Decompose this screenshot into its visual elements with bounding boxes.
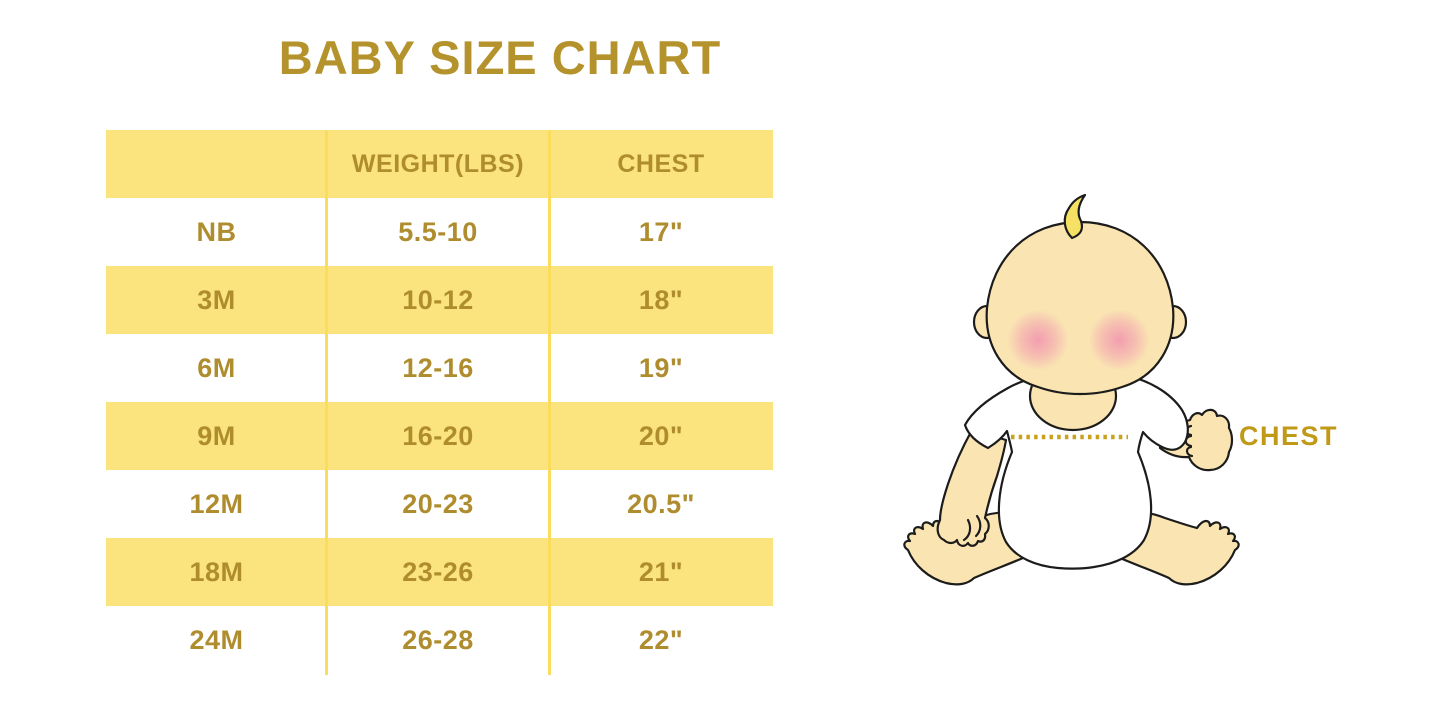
table-column-divider — [325, 130, 328, 675]
size-table: WEIGHT(LBS) CHEST NB 5.5-10 17" 3M 10-12… — [106, 130, 773, 675]
baby-head — [985, 220, 1175, 396]
size-cell: 6M — [197, 352, 236, 383]
table-row: 9M 16-20 20" — [106, 402, 773, 470]
chest-cell: 22" — [638, 624, 684, 655]
chest-cell: 20.5" — [627, 488, 695, 519]
baby-illustration — [903, 193, 1240, 586]
baby-left-arm — [936, 428, 1008, 547]
baby-left-hand-detail — [962, 514, 982, 542]
header-size-cell — [106, 130, 327, 198]
baby-body-onesie — [963, 371, 1189, 570]
chest-cell: 18" — [638, 284, 684, 315]
chest-measure-label: CHEST — [1239, 421, 1339, 451]
weight-cell: 23-26 — [402, 556, 474, 587]
table-row: 24M 26-28 22" — [106, 606, 773, 674]
size-cell: 12M — [189, 488, 244, 519]
size-cell: 24M — [189, 624, 244, 655]
chest-cell: 17" — [638, 216, 684, 247]
table-row: 12M 20-23 20.5" — [106, 470, 773, 538]
table-header-row: WEIGHT(LBS) CHEST — [106, 130, 773, 198]
page-title: BABY SIZE CHART — [278, 31, 722, 84]
header-chest-cell: CHEST — [617, 149, 705, 178]
weight-cell: 16-20 — [402, 420, 474, 451]
chest-cell: 21" — [638, 556, 684, 587]
table-row: 6M 12-16 19" — [106, 334, 773, 402]
chest-cell: 19" — [638, 352, 684, 383]
baby-right-cheek — [1088, 309, 1150, 371]
baby-left-cheek — [1007, 309, 1069, 371]
weight-cell: 12-16 — [402, 352, 474, 383]
chest-cell: 20" — [638, 420, 684, 451]
table-row: 18M 23-26 21" — [106, 538, 773, 606]
weight-cell: 20-23 — [402, 488, 474, 519]
table-column-divider — [548, 130, 551, 675]
size-cell: 9M — [197, 420, 236, 451]
table-row: 3M 10-12 18" — [106, 266, 773, 334]
size-cell: NB — [196, 216, 237, 247]
size-cell: 3M — [197, 284, 236, 315]
header-weight-cell: WEIGHT(LBS) — [351, 149, 525, 178]
weight-cell: 26-28 — [402, 624, 474, 655]
size-cell: 18M — [189, 556, 244, 587]
table-row: NB 5.5-10 17" — [106, 198, 773, 266]
baby-hair-curl-icon — [1063, 193, 1087, 240]
weight-cell: 5.5-10 — [398, 216, 478, 247]
weight-cell: 10-12 — [402, 284, 474, 315]
